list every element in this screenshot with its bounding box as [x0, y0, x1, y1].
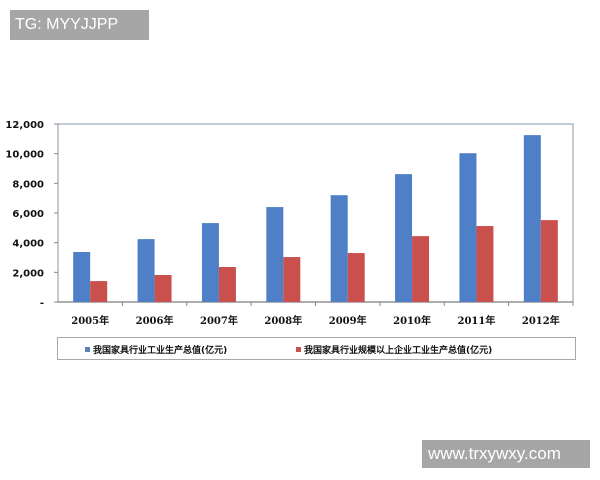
x-tick-label: 2012年	[522, 314, 560, 327]
bar-series2	[90, 281, 108, 302]
y-tick-label: 4,000	[12, 239, 44, 250]
x-tick-label: 2010年	[393, 314, 431, 327]
bar-series2	[412, 236, 430, 302]
bar-series2	[476, 226, 494, 302]
legend-swatch-red	[296, 347, 301, 352]
bar-series1	[201, 223, 219, 302]
legend-label-series1: 我国家具行业工业生产总值(亿元)	[93, 346, 228, 356]
y-tick-label: 6,000	[12, 209, 44, 220]
bar-series2	[218, 266, 236, 302]
x-tick-label: 2011年	[458, 314, 496, 327]
legend-item-series2: 我国家具行业规模以上企业工业生产总值(亿元)	[296, 343, 492, 356]
legend-label-series2: 我国家具行业规模以上企业工业生产总值(亿元)	[304, 346, 493, 356]
plot-area	[57, 123, 574, 303]
watermark-top: TG: MYYJJPP	[10, 10, 149, 40]
bar-series1	[523, 135, 541, 302]
bar-series1	[330, 195, 348, 302]
bar-series1	[395, 174, 413, 302]
x-tick-label: 2006年	[136, 314, 174, 327]
y-tick-label: 2,000	[12, 268, 44, 279]
bar-series1	[459, 153, 477, 302]
y-tick-label: 8,000	[12, 179, 44, 190]
x-tick-label: 2007年	[200, 314, 238, 327]
x-tick-label: 2009年	[329, 314, 367, 327]
x-tick-label: 2008年	[264, 314, 302, 327]
y-tick-label: 10,000	[5, 150, 44, 161]
bar-series2	[347, 253, 365, 302]
legend-swatch-blue	[85, 347, 90, 352]
bar-series1	[266, 207, 284, 302]
x-tick-label: 2005年	[71, 314, 109, 327]
chart-legend: 我国家具行业工业生产总值(亿元) 我国家具行业规模以上企业工业生产总值(亿元)	[57, 337, 576, 360]
bar-series2	[283, 257, 301, 302]
y-tick-label: 12,000	[5, 120, 44, 131]
bar-series2	[540, 220, 558, 302]
y-tick-label: -	[40, 298, 44, 309]
bar-series1	[137, 239, 155, 302]
bar-series1	[73, 252, 91, 302]
watermark-bottom: www.trxywxy.com	[422, 440, 590, 468]
bar-series2	[154, 275, 172, 302]
legend-item-series1: 我国家具行业工业生产总值(亿元)	[85, 343, 227, 356]
